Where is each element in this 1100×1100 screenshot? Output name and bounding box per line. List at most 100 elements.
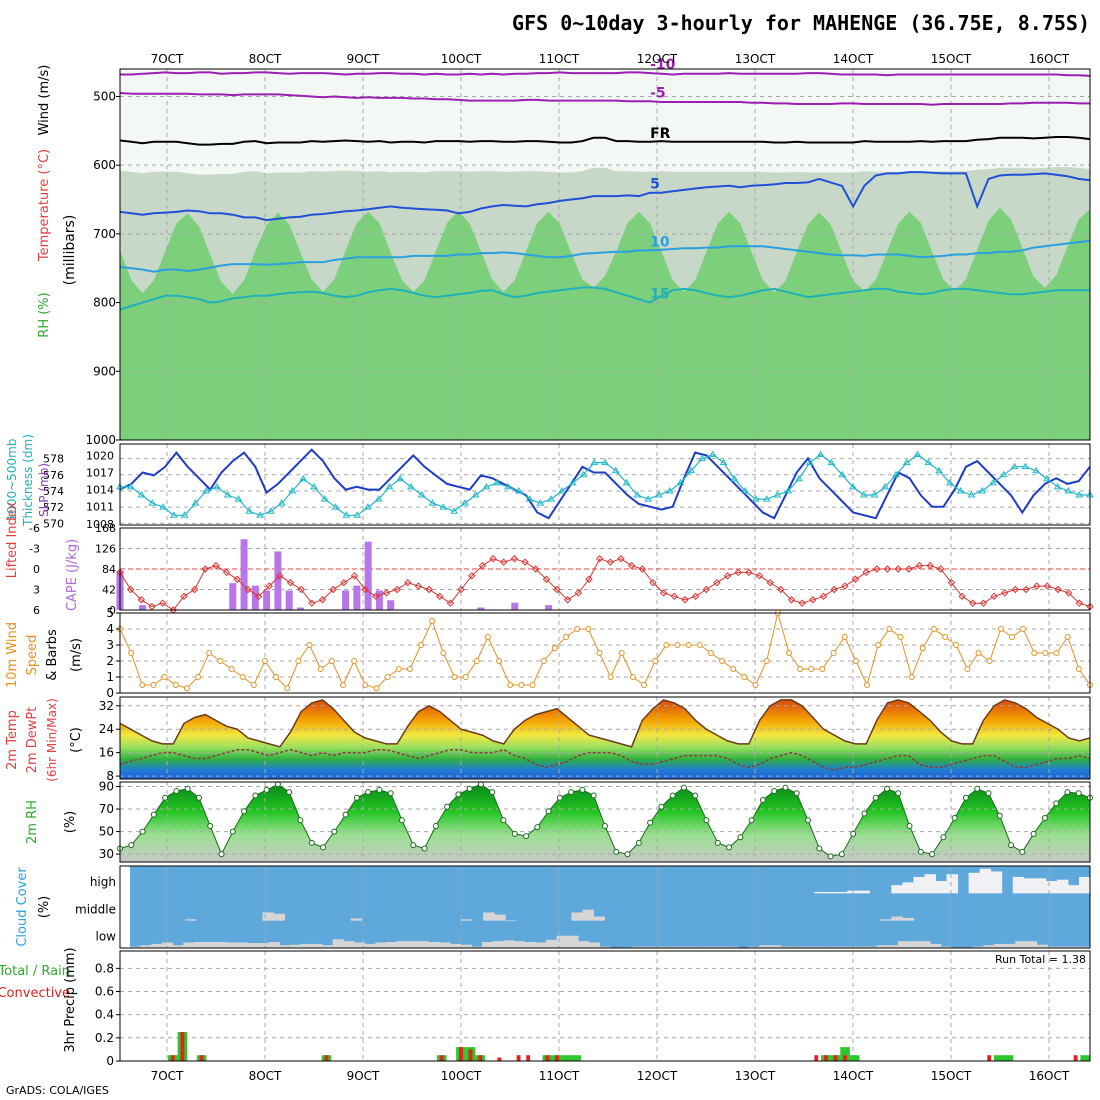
slp-tick-label: 1008 [86, 518, 114, 531]
cloud-high-bar [836, 891, 848, 894]
rh-marker [613, 848, 620, 855]
thickness-marker [590, 458, 599, 466]
precip-total-bar [840, 1047, 850, 1061]
lifted-index-marker [894, 565, 902, 573]
cape-bar [545, 605, 553, 610]
rh-marker [883, 785, 890, 792]
thickness-marker [547, 495, 555, 502]
lifted-index-marker [563, 596, 572, 604]
x-tick-label-top: 16OCT [1029, 52, 1070, 66]
lifted-index-marker [212, 561, 220, 570]
wind-speed-marker [696, 642, 703, 648]
y-tick-label: 50 [99, 825, 114, 839]
x-tick-label-bottom: 16OCT [1029, 1069, 1070, 1083]
wind-speed-marker [964, 666, 971, 672]
y-tick-label: 8 [106, 769, 114, 783]
rh-marker [297, 817, 304, 824]
thickness-marker [450, 507, 458, 514]
y-tick-label: 0.2 [95, 1031, 114, 1045]
lifted-index-marker [222, 568, 231, 577]
lifted-index-marker [851, 575, 860, 583]
isotherm-line [119, 171, 1091, 222]
wind-speed-marker [228, 666, 235, 672]
lifted-index-marker [862, 568, 870, 577]
cloud-high-bar [968, 872, 981, 894]
cape-bar [477, 607, 485, 610]
ylabel-speed: Speed [25, 635, 40, 676]
lifted-index-marker [436, 592, 444, 601]
cloud-low-bar [247, 943, 259, 948]
cloud-low-bar [524, 941, 536, 948]
thickness-marker [687, 466, 696, 474]
thickness-marker [762, 495, 771, 502]
rh-frame [119, 781, 1091, 863]
precip-convective-bar [823, 1055, 828, 1061]
isotherm-label: 15 [650, 287, 669, 303]
rh-marker [444, 803, 451, 810]
cloud-low-bar [236, 942, 248, 948]
cloud-low-bar [279, 945, 291, 948]
cloud-low-bar [759, 945, 771, 948]
cloud-low-bar [1058, 946, 1070, 948]
lifted-index-marker [308, 599, 316, 607]
lifted-index-marker [734, 568, 742, 577]
rh-marker [466, 785, 473, 792]
rh-marker [680, 784, 687, 791]
cloud-low-bar [290, 944, 302, 948]
thickness-marker [870, 491, 879, 498]
thickness-marker [407, 482, 415, 490]
cloud-high-bar [1034, 878, 1047, 894]
rh-marker [286, 789, 293, 796]
x-tick-label-top: 15OCT [931, 52, 972, 66]
lifted-index-marker [340, 578, 348, 587]
thickness-marker [471, 491, 480, 498]
cloud-low-bar [258, 943, 270, 948]
wind-speed-marker [897, 634, 904, 640]
wind-speed-marker [741, 674, 748, 680]
rh-marker [906, 822, 913, 829]
thickness-marker [213, 482, 221, 490]
thickness-marker [859, 491, 868, 498]
cloud-low-bar [183, 942, 195, 948]
thickness-marker [611, 466, 620, 474]
thickness-marker [946, 478, 954, 486]
rh-marker [974, 785, 981, 792]
precip-convective-bar [199, 1055, 204, 1061]
rh-marker [1053, 800, 1060, 807]
ylabel-thickness: Thickness (dm) [21, 434, 35, 527]
thickness-marker [482, 482, 491, 490]
x-tick-label-bottom: 11OCT [539, 1069, 580, 1083]
wind-speed-marker [1075, 666, 1082, 672]
rh-area [120, 784, 1090, 862]
cloud-low-bar [780, 946, 792, 948]
rh-marker [489, 789, 496, 796]
wind-speed-marker [395, 666, 402, 672]
thickness-marker [676, 478, 685, 486]
y-tick-label: 0 [106, 686, 114, 700]
rh-marker [940, 834, 947, 841]
cloud-middle-bar [483, 912, 495, 921]
cloud-level-label: high [90, 875, 116, 889]
lifted-index-marker [937, 565, 945, 573]
slp-line [119, 448, 1091, 520]
cloud-low-bar [354, 942, 366, 948]
lifted-index-marker [723, 572, 732, 580]
ylabel-cloud-units: (%) [37, 896, 52, 919]
thickness-marker [1075, 491, 1084, 498]
thickness-marker [493, 478, 502, 486]
lifted-index-marker [350, 572, 359, 580]
thickness-tick-label: 578 [43, 453, 64, 466]
rh-marker [263, 786, 270, 793]
lifted-index-marker [254, 592, 263, 601]
cloud-low-bar [428, 941, 440, 948]
cloud-high-bar [990, 871, 1003, 894]
lifted-index-marker [1043, 582, 1052, 590]
thickness-marker [364, 503, 372, 510]
cloud-low-bar [503, 940, 515, 948]
rh-marker [996, 812, 1003, 819]
thickness-marker [180, 511, 189, 518]
cloud-low-bar [407, 941, 419, 948]
thickness-marker [752, 495, 760, 502]
lifted-index-marker [755, 572, 764, 580]
